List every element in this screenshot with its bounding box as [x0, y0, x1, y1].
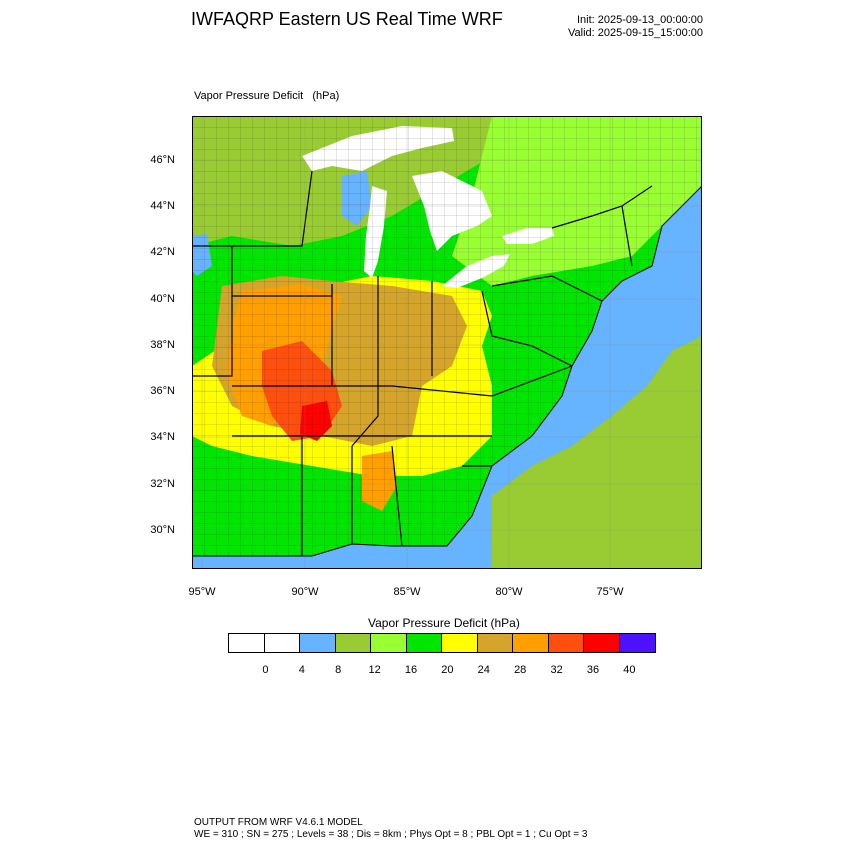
colorbar-swatch	[477, 634, 513, 652]
colorbar-swatch	[300, 634, 336, 652]
lon-label: 75°W	[596, 586, 624, 598]
colorbar-tick-label: 20	[441, 664, 454, 676]
field-title: Vapor Pressure Deficit (hPa)	[194, 90, 340, 102]
main-title: IWFAQRP Eastern US Real Time WRF	[191, 9, 503, 29]
colorbar-tick-label: 4	[298, 664, 305, 676]
vpd-map	[192, 116, 702, 569]
offshore-band	[492, 336, 702, 569]
lat-label: 40°N	[150, 293, 175, 305]
colorbar-tick-label: 16	[404, 664, 418, 676]
lat-label: 46°N	[150, 154, 175, 166]
colorbar	[228, 633, 656, 653]
colorbar-swatch	[442, 634, 478, 652]
colorbar-tick-label: 0	[262, 664, 269, 676]
lon-label: 95°W	[188, 586, 216, 598]
colorbar-swatch	[264, 634, 300, 652]
lon-label: 80°W	[495, 586, 523, 598]
colorbar-swatch	[513, 634, 549, 652]
graticule	[192, 116, 702, 569]
init-time: Init: 2025-09-13_00:00:00	[577, 14, 703, 26]
footer: OUTPUT FROM WRF V4.6.1 MODEL WE = 310 ; …	[194, 817, 587, 841]
coastline	[192, 185, 702, 557]
state-borders	[192, 170, 653, 556]
footer-config: WE = 310 ; SN = 275 ; Levels = 38 ; Dis …	[194, 829, 588, 840]
lat-label: 36°N	[150, 385, 175, 397]
colorbar-tick-label: 40	[623, 664, 636, 676]
lat-label: 38°N	[150, 339, 175, 351]
colorbar-swatch	[548, 634, 584, 652]
colorbar-swatch	[229, 634, 265, 652]
colorbar-swatch	[406, 634, 442, 652]
colorbar-tick-label: 36	[586, 664, 600, 676]
lat-label: 42°N	[150, 246, 175, 258]
run-info: Init: 2025-09-13_00:00:00 Valid: 2025-09…	[568, 14, 703, 40]
colorbar-tick-label: 24	[477, 664, 490, 676]
colorbar-title: Vapor Pressure Deficit (hPa)	[368, 616, 520, 630]
county-grid	[192, 116, 702, 556]
footer-model: OUTPUT FROM WRF V4.6.1 MODEL	[194, 817, 363, 828]
lat-label: 32°N	[150, 478, 175, 490]
colorbar-tick-label: 12	[368, 664, 381, 676]
lon-label: 85°W	[393, 586, 421, 598]
colorbar-tick-label: 32	[550, 664, 563, 676]
lon-label: 90°W	[291, 586, 319, 598]
colorbar-tick-label: 28	[514, 664, 527, 676]
lat-label: 44°N	[150, 200, 175, 212]
colorbar-swatch	[584, 634, 620, 652]
colorbar-tick-label: 8	[335, 664, 342, 676]
colorbar-swatch	[619, 634, 655, 652]
lat-label: 30°N	[150, 524, 175, 536]
lat-label: 34°N	[150, 431, 175, 443]
valid-time: Valid: 2025-09-15_15:00:00	[568, 27, 703, 39]
colorbar-swatch	[335, 634, 371, 652]
colorbar-swatch	[371, 634, 407, 652]
